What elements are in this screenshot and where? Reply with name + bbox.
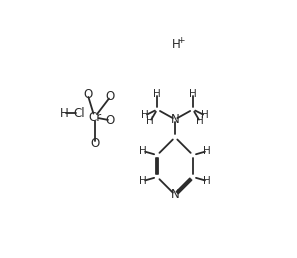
- Text: O: O: [106, 90, 115, 103]
- Text: H: H: [201, 110, 209, 120]
- Text: N: N: [171, 113, 179, 126]
- Text: Cl: Cl: [73, 107, 85, 120]
- Text: H: H: [139, 176, 147, 186]
- Text: H: H: [203, 146, 211, 156]
- Text: H: H: [139, 146, 147, 156]
- Text: Cr: Cr: [88, 111, 101, 124]
- Text: H: H: [141, 110, 149, 120]
- Text: H: H: [59, 107, 68, 120]
- Text: H: H: [172, 38, 180, 51]
- Text: H: H: [196, 116, 204, 126]
- Text: O: O: [106, 114, 115, 127]
- Text: H: H: [203, 176, 211, 186]
- Text: H: H: [189, 88, 197, 99]
- Text: H: H: [153, 88, 161, 99]
- Text: +: +: [177, 36, 184, 45]
- Text: H: H: [146, 116, 154, 126]
- Text: O: O: [83, 88, 92, 101]
- Text: O: O: [90, 137, 99, 150]
- Text: N: N: [171, 188, 179, 201]
